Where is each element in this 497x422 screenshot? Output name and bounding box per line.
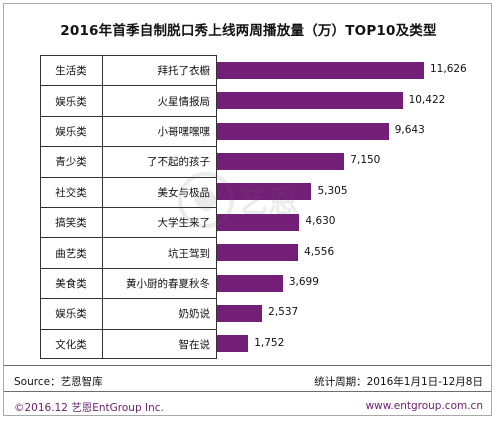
footer-divider-bottom [4,391,491,392]
value-label: 10,422 [408,93,446,106]
show-name-label: 了不起的孩子 [147,156,210,169]
show-name-label: 智在说 [178,338,211,351]
show-name-label: 黄小厨的春夏秋冬 [126,278,210,290]
source-note: Source：艺恩智库 [14,376,103,388]
table-row-divider [40,207,217,208]
chart-frame [3,3,492,416]
value-label: 11,626 [430,63,467,76]
table-row-divider [40,267,217,269]
show-name-label: 火星情报局 [157,95,211,108]
category-label: 娱乐类 [55,308,87,321]
value-label: 3,699 [288,276,319,288]
table-row-divider [40,298,217,300]
bar [217,152,345,170]
category-label: 娱乐类 [55,126,87,138]
table-row-divider [40,237,217,239]
value-label: 7,150 [350,154,381,167]
footer-divider [4,365,491,366]
bar [217,335,249,353]
category-label: 青少类 [55,156,87,169]
bar [217,61,424,79]
bar [217,92,403,110]
show-name-label: 大学生来了 [157,217,211,230]
bar [217,274,283,292]
category-label: 社交类 [55,186,87,199]
bar [217,244,299,262]
table-row-divider [40,146,217,148]
category-label: 曲艺类 [55,247,87,260]
bar [217,122,389,140]
value-label: 2,537 [268,306,299,319]
value-label: 4,630 [305,215,336,228]
show-name-label: 小哥嘿嘿嘿 [157,126,211,138]
bar [217,183,312,201]
value-label: 4,556 [304,245,335,258]
table-row-divider [40,85,217,87]
table-row-divider [40,176,217,178]
period-note: 统计周期：2016年1月1日-12月8日 [314,376,483,388]
category-label: 搞笑类 [55,217,87,230]
category-label: 文化类 [55,338,87,351]
category-label: 娱乐类 [55,95,87,108]
bar [217,213,300,231]
chart-title: 2016年首季自制脱口秀上线两周播放量（万）TOP10及类型 [60,23,437,39]
value-label: 1,752 [254,336,285,349]
show-name-label: 坑王驾到 [168,247,210,260]
value-label: 5,305 [317,184,348,197]
value-label: 9,643 [394,124,425,136]
copyright-text: ©2016.12 艺恩EntGroup Inc. [14,402,164,414]
show-name-label: 美女与极品 [157,186,211,199]
show-name-label: 拜托了衣橱 [157,65,211,78]
bar [217,304,263,322]
category-label: 生活类 [55,65,87,78]
table-row-divider [40,115,217,117]
show-name-label: 奶奶说 [178,308,211,321]
website-link[interactable]: www.entgroup.com.cn [365,400,483,412]
category-label: 美食类 [55,278,87,290]
table-row-divider [40,328,217,330]
